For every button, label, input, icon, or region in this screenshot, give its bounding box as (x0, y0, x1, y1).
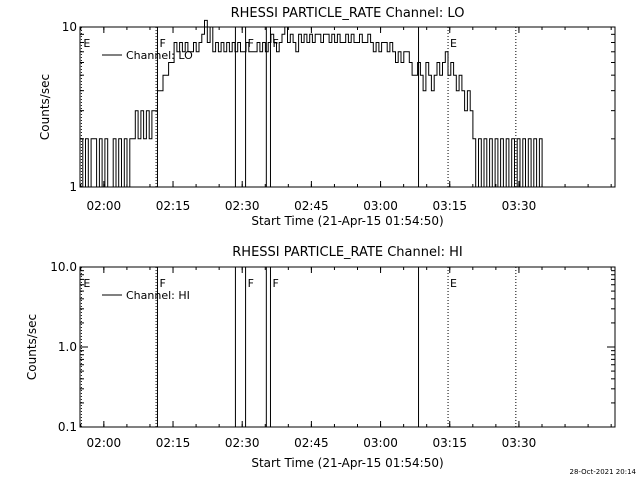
x-tick-label: 02:15 (156, 199, 191, 213)
x-tick-label: 02:30 (225, 199, 260, 213)
lo-channel-panel: RHESSI PARTICLE_RATE Channel: LO 02:00 02:… (38, 6, 616, 228)
event-label: E (83, 277, 90, 290)
x-tick-label: 03:00 (363, 436, 398, 450)
event-label: F (159, 37, 165, 50)
y-tick-label: 1.0 (58, 340, 77, 354)
x-tick-label: 03:15 (432, 436, 467, 450)
event-label: F (272, 277, 278, 290)
plot-frame (79, 26, 616, 188)
series-line-0 (80, 19, 545, 188)
x-tick-label: 02:15 (156, 436, 191, 450)
x-tick-label: 02:30 (225, 436, 260, 450)
timestamp-footer: 28-Oct-2021 20:14 (570, 468, 637, 476)
event-label: E (83, 37, 90, 50)
x-tick-label: 02:45 (294, 436, 329, 450)
legend-entry: Channel: HI (126, 289, 190, 302)
x-axis-label: Start Time (21-Apr-15 01:54:50) (251, 214, 443, 228)
event-label: F (272, 37, 278, 50)
y-tick-label: 10.0 (50, 260, 77, 274)
x-tick-label: 03:15 (432, 199, 467, 213)
chart-title: RHESSI PARTICLE_RATE Channel: LO (231, 6, 465, 21)
y-axis-label: Counts/sec (25, 314, 39, 380)
y-tick-label: 0.1 (58, 420, 77, 434)
chart-title: RHESSI PARTICLE_RATE Channel: HI (232, 245, 462, 260)
y-tick-label: 10 (62, 20, 77, 34)
x-axis-label: Start Time (21-Apr-15 01:54:50) (251, 456, 443, 470)
event-label: E (450, 37, 457, 50)
x-tick-label: 02:00 (87, 436, 122, 450)
event-label: F (248, 37, 254, 50)
x-tick-label: 02:00 (87, 199, 122, 213)
event-label: E (450, 277, 457, 290)
event-label: F (248, 277, 254, 290)
legend-entry: Channel: LO (126, 49, 193, 62)
x-tick-label: 03:30 (502, 436, 537, 450)
x-tick-label: 02:45 (294, 199, 329, 213)
event-label: F (159, 277, 165, 290)
x-tick-label: 03:30 (502, 199, 537, 213)
y-tick-label: 1 (69, 180, 77, 194)
x-tick-label: 03:00 (363, 199, 398, 213)
hi-channel-panel: RHESSI PARTICLE_RATE Channel: HI 02:00 02:… (25, 245, 616, 470)
y-axis-label: Counts/sec (38, 74, 52, 140)
